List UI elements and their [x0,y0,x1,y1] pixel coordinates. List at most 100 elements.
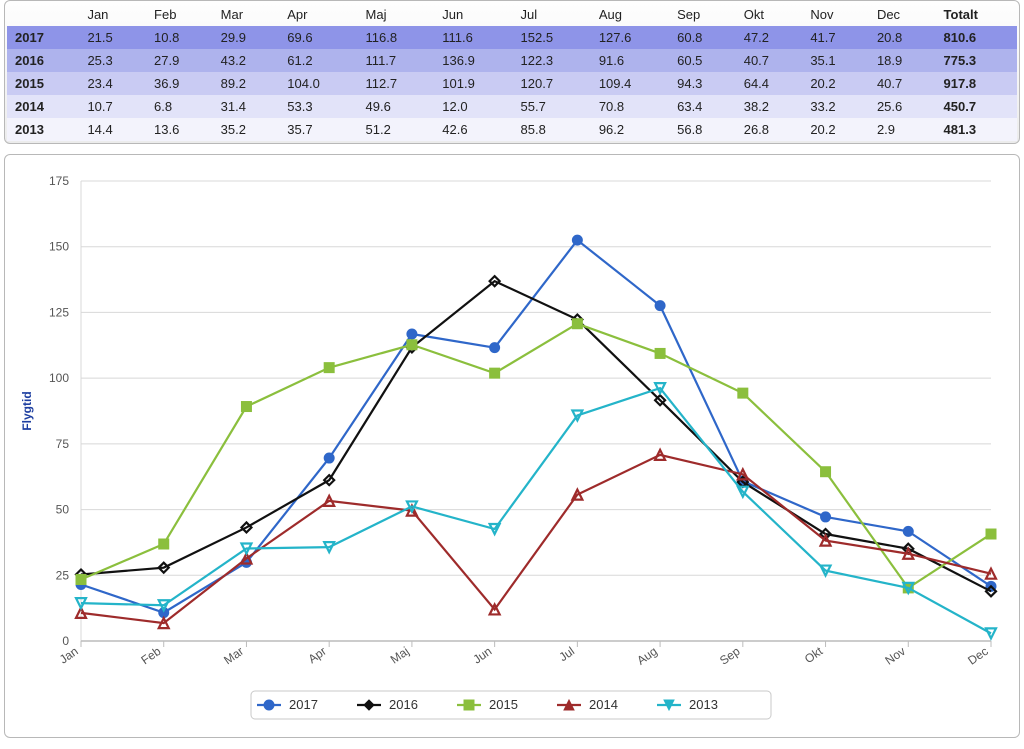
value-cell: 35.2 [213,118,280,141]
value-cell: 96.2 [591,118,669,141]
svg-text:50: 50 [56,503,70,517]
value-cell: 64.4 [736,72,803,95]
flygtid-chart-container: 0255075100125150175JanFebMarAprMajJunJul… [4,154,1020,738]
value-cell: 20.2 [802,118,869,141]
table-row: 201625.327.943.261.2111.7136.9122.391.66… [7,49,1017,72]
value-cell: 111.6 [434,26,512,49]
value-cell: 2.9 [869,118,936,141]
value-cell: 10.7 [79,95,146,118]
value-cell: 120.7 [513,72,591,95]
month-header: Jan [79,3,146,26]
month-header: Mar [213,3,280,26]
value-cell: 14.4 [79,118,146,141]
yearly-data-table: JanFebMarAprMajJunJulAugSepOktNovDecTota… [7,3,1017,141]
value-cell: 40.7 [869,72,936,95]
value-cell: 33.2 [802,95,869,118]
value-cell: 25.3 [79,49,146,72]
value-cell: 23.4 [79,72,146,95]
value-cell: 53.3 [279,95,357,118]
table-header: JanFebMarAprMajJunJulAugSepOktNovDecTota… [7,3,1017,26]
table-body: 201721.510.829.969.6116.8111.6152.5127.6… [7,26,1017,141]
value-cell: 47.2 [736,26,803,49]
month-header: Aug [591,3,669,26]
value-cell: 91.6 [591,49,669,72]
value-cell: 136.9 [434,49,512,72]
value-cell: 42.6 [434,118,512,141]
table-row: 201314.413.635.235.751.242.685.896.256.8… [7,118,1017,141]
value-cell: 31.4 [213,95,280,118]
value-cell: 26.8 [736,118,803,141]
value-cell: 101.9 [434,72,512,95]
flygtid-line-chart: 0255075100125150175JanFebMarAprMajJunJul… [11,161,1011,731]
table-row: 201410.76.831.453.349.612.055.770.863.43… [7,95,1017,118]
legend-label: 2013 [689,697,718,712]
value-cell: 122.3 [513,49,591,72]
year-cell: 2017 [7,26,79,49]
value-cell: 40.7 [736,49,803,72]
table-row: 201721.510.829.969.6116.8111.6152.5127.6… [7,26,1017,49]
month-header: Okt [736,3,803,26]
value-cell: 55.7 [513,95,591,118]
value-cell: 63.4 [669,95,736,118]
value-cell: 21.5 [79,26,146,49]
total-cell: 450.7 [936,95,1017,118]
value-cell: 20.2 [802,72,869,95]
year-cell: 2016 [7,49,79,72]
month-header: Apr [279,3,357,26]
value-cell: 152.5 [513,26,591,49]
legend-label: 2017 [289,697,318,712]
chart-legend: 2017 2016 2015 2014 2013 [251,691,771,719]
value-cell: 111.7 [358,49,435,72]
month-header: Maj [358,3,435,26]
value-cell: 43.2 [213,49,280,72]
total-cell: 775.3 [936,49,1017,72]
value-cell: 49.6 [358,95,435,118]
value-cell: 60.8 [669,26,736,49]
value-cell: 61.2 [279,49,357,72]
value-cell: 12.0 [434,95,512,118]
value-cell: 112.7 [358,72,435,95]
month-header: Dec [869,3,936,26]
value-cell: 127.6 [591,26,669,49]
value-cell: 20.8 [869,26,936,49]
month-header: Feb [146,3,213,26]
year-cell: 2014 [7,95,79,118]
month-header: Nov [802,3,869,26]
value-cell: 6.8 [146,95,213,118]
legend-label: 2016 [389,697,418,712]
value-cell: 18.9 [869,49,936,72]
month-header: Sep [669,3,736,26]
value-cell: 94.3 [669,72,736,95]
svg-text:175: 175 [49,174,69,188]
value-cell: 51.2 [358,118,435,141]
table-row: 201523.436.989.2104.0112.7101.9120.7109.… [7,72,1017,95]
value-cell: 56.8 [669,118,736,141]
total-header: Totalt [936,3,1017,26]
value-cell: 29.9 [213,26,280,49]
value-cell: 10.8 [146,26,213,49]
value-cell: 89.2 [213,72,280,95]
value-cell: 27.9 [146,49,213,72]
table-corner-cell [7,3,79,26]
value-cell: 116.8 [358,26,435,49]
month-header: Jul [513,3,591,26]
total-cell: 917.8 [936,72,1017,95]
svg-text:75: 75 [56,437,70,451]
year-cell: 2015 [7,72,79,95]
legend-label: 2015 [489,697,518,712]
year-cell: 2013 [7,118,79,141]
svg-text:100: 100 [49,371,69,385]
value-cell: 38.2 [736,95,803,118]
value-cell: 60.5 [669,49,736,72]
value-cell: 36.9 [146,72,213,95]
yearly-data-table-container: JanFebMarAprMajJunJulAugSepOktNovDecTota… [4,0,1020,144]
legend-label: 2014 [589,697,618,712]
svg-text:125: 125 [49,305,69,319]
svg-text:25: 25 [56,568,70,582]
value-cell: 25.6 [869,95,936,118]
value-cell: 70.8 [591,95,669,118]
value-cell: 85.8 [513,118,591,141]
svg-text:150: 150 [49,240,69,254]
month-header: Jun [434,3,512,26]
value-cell: 69.6 [279,26,357,49]
